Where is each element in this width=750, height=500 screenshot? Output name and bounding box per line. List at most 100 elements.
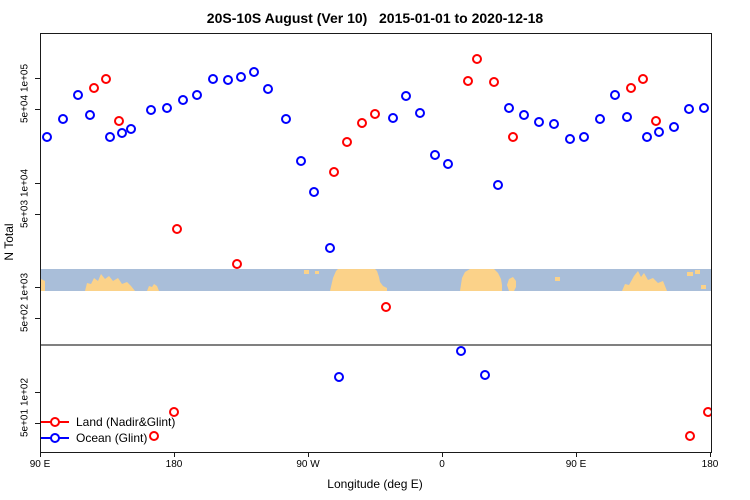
x-axis-tick: [174, 452, 175, 457]
land-data-point: [357, 118, 367, 129]
y-axis-tick-label: 1e+02: [19, 377, 31, 406]
y-axis-tick: [35, 78, 40, 79]
chart-title: 20S-10S August (Ver 10) 2015-01-01 to 20…: [206, 10, 544, 26]
ocean-data-point: [443, 158, 454, 169]
ocean-data-point: [387, 112, 398, 123]
x-axis-tick-label: 0: [439, 459, 445, 470]
ocean-data-point: [548, 119, 559, 129]
x-axis-tick-label: 180: [165, 459, 183, 470]
ocean-data-point: [429, 150, 440, 161]
ocean-data-point: [249, 66, 260, 77]
land-data-point: [341, 136, 352, 147]
land-data-point: [114, 116, 125, 127]
x-axis-label: Longitude (deg E): [327, 477, 423, 491]
x-axis-tick: [442, 452, 443, 457]
ocean-data-point: [492, 179, 503, 190]
y-axis-tick: [35, 109, 40, 111]
ocean-data-point: [104, 131, 115, 142]
ocean-data-point: [125, 123, 136, 134]
ocean-data-point: [73, 89, 84, 100]
x-axis-tick-label: 180: [701, 459, 719, 470]
x-axis-tick-label: 90 E: [565, 459, 587, 470]
land-data-point: [329, 166, 339, 177]
ocean-data-point: [146, 105, 157, 115]
land-data-point: [703, 407, 711, 418]
ocean-data-point: [534, 116, 545, 127]
ocean-data-point: [178, 94, 189, 105]
ocean-data-point: [683, 104, 694, 115]
ocean-data-point: [295, 156, 306, 167]
ocean-data-point: [654, 127, 665, 137]
map-land-shape: [315, 270, 319, 274]
land-data-point: [685, 431, 695, 442]
ocean-data-point: [622, 111, 633, 122]
x-axis-tick: [710, 452, 711, 457]
land-data-point: [471, 54, 482, 65]
land-data-point: [149, 431, 159, 442]
ocean-data-point: [235, 72, 246, 83]
land-data-point: [507, 131, 518, 142]
legend-item-ocean: Ocean (Glint): [41, 430, 175, 446]
ocean-data-point: [479, 370, 490, 380]
y-axis-tick-label: 1e+05: [19, 63, 31, 93]
ocean-data-point: [192, 89, 203, 100]
legend: Land (Nadir&Glint) Ocean (Glint): [41, 414, 175, 446]
land-data-point: [168, 407, 179, 418]
x-axis-tick: [576, 452, 577, 457]
ocean-data-point: [58, 114, 69, 125]
y-axis-tick: [35, 391, 40, 393]
ocean-data-point: [116, 128, 127, 139]
map-land-shape: [85, 273, 135, 291]
y-axis-tick-label: 5e+02: [19, 304, 31, 333]
map-land-shape: [507, 276, 516, 291]
y-axis-tick: [35, 422, 40, 424]
ocean-data-point: [281, 114, 292, 125]
map-land-shape: [555, 276, 560, 281]
y-axis-label: N Total: [2, 223, 16, 261]
ocean-data-point: [641, 131, 652, 142]
map-land-shape: [330, 268, 387, 291]
ocean-data-point: [503, 103, 514, 114]
ocean-data-point: [161, 103, 172, 114]
land-data-point: [171, 223, 182, 234]
ocean-data-point: [84, 109, 95, 120]
map-land-shape: [687, 271, 693, 276]
land-data-point: [489, 77, 500, 88]
y-axis-tick-label: 1e+03: [19, 272, 31, 302]
world-map-strip: [41, 268, 711, 291]
y-axis-tick: [35, 213, 40, 215]
ocean-data-point: [263, 84, 274, 94]
ocean-data-point: [518, 109, 529, 120]
ocean-data-point: [207, 74, 218, 84]
land-data-point: [231, 258, 242, 269]
land-data-point: [626, 83, 637, 93]
map-land-shape: [460, 268, 502, 291]
ocean-data-point: [668, 121, 679, 132]
ocean-data-point: [333, 371, 344, 382]
y-axis-tick-label: 5e+03: [19, 199, 31, 228]
ocean-data-point: [609, 89, 620, 100]
ocean-data-point: [309, 186, 320, 197]
land-data-point: [463, 75, 473, 86]
ocean-data-point: [699, 103, 709, 114]
map-land-shape: [701, 284, 706, 289]
y-axis-tick: [35, 182, 40, 184]
ocean-data-point: [565, 133, 575, 144]
ocean-data-point: [41, 131, 52, 142]
land-data-point: [380, 301, 391, 312]
x-axis-tick-label: 90 W: [296, 459, 320, 470]
y-axis-tick: [35, 287, 40, 288]
plot-area: [41, 34, 711, 452]
ocean-data-point: [401, 91, 412, 102]
land-series-marker-icon: [41, 417, 69, 427]
reference-line: [41, 343, 711, 346]
map-land-shape: [304, 269, 309, 274]
ocean-data-point: [223, 75, 233, 85]
y-axis-tick-label: 1e+04: [19, 168, 31, 197]
land-data-point: [650, 116, 661, 127]
legend-item-land: Land (Nadir&Glint): [41, 414, 175, 430]
x-axis-tick: [40, 452, 41, 457]
ocean-data-point: [324, 242, 335, 253]
y-axis-tick: [35, 318, 40, 320]
